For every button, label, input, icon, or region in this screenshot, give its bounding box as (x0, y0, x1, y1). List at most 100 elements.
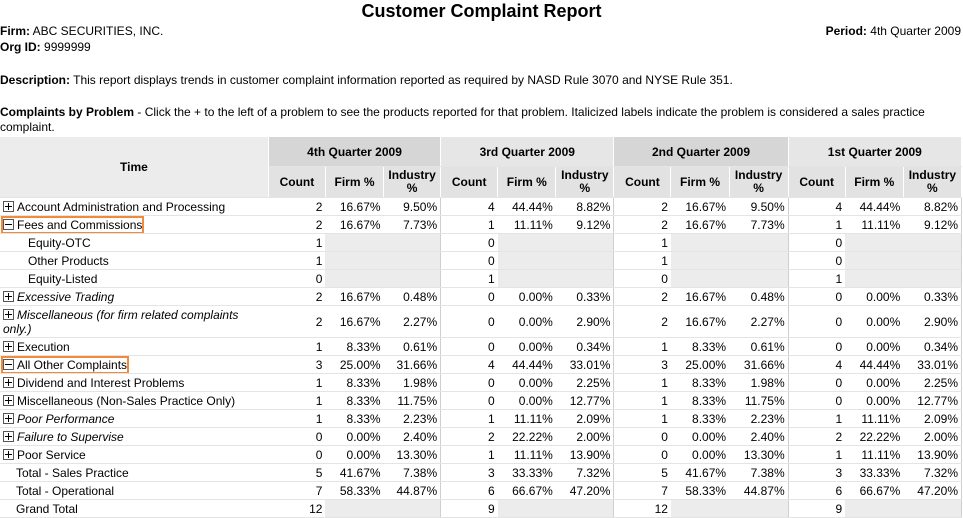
expand-toggle[interactable] (3, 448, 14, 460)
count-cell: 1 (613, 251, 671, 270)
value-cell: 0.34% (555, 337, 615, 356)
count-cell: 1 (440, 269, 498, 288)
row-label-cell: Miscellaneous (Non-Sales Practice Only) (0, 391, 269, 410)
empty-cell (903, 233, 963, 252)
value-cell: 13.30% (383, 445, 442, 464)
row-label: Other Products (28, 253, 109, 268)
expand-toggle[interactable] (3, 412, 14, 424)
count-cell: 0 (440, 233, 498, 252)
period-label: Period: (825, 24, 867, 38)
value-cell: 0.33% (555, 287, 615, 306)
value-cell: 2 (613, 215, 671, 234)
expand-toggle[interactable] (3, 430, 14, 442)
count-cell: 9 (788, 499, 846, 518)
value-cell: 8.33% (325, 391, 384, 410)
table-row: Other Products 1 0 1 0 (0, 251, 963, 270)
value-cell: 2 (613, 305, 671, 338)
complaints-intro: Complaints by Problem - Click the + to t… (0, 105, 955, 135)
value-cell: 58.33% (325, 481, 384, 500)
expand-toggle[interactable] (3, 376, 14, 388)
time-header: Time (0, 137, 269, 198)
empty-cell (325, 499, 384, 518)
value-cell: 11.11% (497, 409, 556, 428)
empty-cell (729, 233, 789, 252)
row-label: Total - Operational (16, 483, 115, 498)
value-cell: 66.67% (845, 481, 904, 500)
value-cell: 2 (440, 427, 498, 446)
value-cell: 0 (788, 373, 846, 392)
row-label-cell: Poor Performance (0, 409, 269, 428)
expand-toggle[interactable] (3, 200, 14, 212)
org-label: Org ID: (0, 40, 41, 54)
row-label: Equity-Listed (28, 271, 98, 286)
problem-label: Account Administration and Processing (3, 200, 225, 214)
table-row: Account Administration and Processing 2 16… (0, 197, 963, 216)
value-cell: 0.00% (670, 427, 730, 446)
table-row: Fees and Commissions 2 16.67% 7.73% 1 11.11% 9… (0, 215, 963, 234)
expand-toggle[interactable] (3, 290, 14, 302)
firm-line: Firm: ABC SECURITIES, INC. (0, 24, 163, 38)
report-title: Customer Complaint Report (361, 1, 602, 21)
empty-cell (497, 233, 556, 252)
problem-label: Fees and Commissions (0, 215, 145, 233)
value-cell: 2.90% (555, 305, 615, 338)
value-cell: 0 (440, 391, 498, 410)
value-cell: 11.75% (729, 391, 789, 410)
value-cell: 4 (788, 197, 846, 216)
problem-label: Poor Service (3, 448, 86, 462)
quarter-header: 4th Quarter 2009 (268, 137, 442, 167)
complaints-label: Complaints by Problem (0, 105, 135, 119)
expand-toggle[interactable] (3, 358, 14, 370)
value-cell: 13.30% (729, 445, 789, 464)
table-row: Failure to Supervise 0 0.00% 2.40% 2 22.22% 2.… (0, 427, 963, 446)
value-cell: 5 (613, 463, 671, 482)
value-cell: 16.67% (325, 215, 384, 234)
column-header: Count (440, 166, 499, 198)
firm: ABC SECURITIES, INC. (32, 24, 164, 38)
complaint-table: Time 4th Quarter 2009 3rd Quarter 2009 2nd … (0, 137, 963, 518)
value-cell: 2 (268, 287, 326, 306)
row-label-cell: Total - Sales Practice (0, 463, 269, 482)
row-label: Miscellaneous (for firm related complain… (3, 307, 239, 336)
value-cell: 44.44% (845, 197, 904, 216)
value-cell: 8.33% (670, 373, 730, 392)
table-row: Miscellaneous (Non-Sales Practice Only) 1… (0, 391, 963, 410)
value-cell: 0 (788, 305, 846, 338)
expand-toggle[interactable] (3, 308, 14, 320)
count-cell: 0 (268, 269, 326, 288)
value-cell: 2.09% (903, 409, 963, 428)
count-cell: 0 (788, 233, 846, 252)
value-cell: 16.67% (670, 215, 730, 234)
table-row: Equity-Listed 0 1 0 1 (0, 269, 963, 288)
value-cell: 1 (268, 409, 326, 428)
value-cell: 1 (613, 373, 671, 392)
value-cell: 16.67% (325, 305, 384, 338)
value-cell: 3 (788, 463, 846, 482)
count-cell: 1 (268, 251, 326, 270)
expand-toggle[interactable] (3, 218, 14, 230)
value-cell: 2.23% (729, 409, 789, 428)
expand-toggle[interactable] (3, 394, 14, 406)
value-cell: 2.40% (729, 427, 789, 446)
empty-cell (497, 251, 556, 270)
empty-cell (670, 233, 730, 252)
value-cell: 25.00% (325, 355, 384, 374)
value-cell: 44.44% (845, 355, 904, 374)
row-label: Execution (17, 339, 70, 354)
value-cell: 1 (788, 215, 846, 234)
column-header: Industry % (383, 166, 442, 198)
row-label-cell: Execution (0, 337, 269, 356)
value-cell: 47.20% (555, 481, 615, 500)
empty-cell (845, 251, 904, 270)
value-cell: 7.38% (729, 463, 789, 482)
value-cell: 0.00% (497, 373, 556, 392)
value-cell: 8.33% (670, 391, 730, 410)
value-cell: 0.61% (729, 337, 789, 356)
value-cell: 0 (613, 427, 671, 446)
expand-toggle[interactable] (3, 340, 14, 352)
empty-cell (555, 499, 615, 518)
empty-cell (903, 251, 963, 270)
value-cell: 44.87% (729, 481, 789, 500)
empty-cell (670, 499, 730, 518)
value-cell: 11.11% (497, 445, 556, 464)
